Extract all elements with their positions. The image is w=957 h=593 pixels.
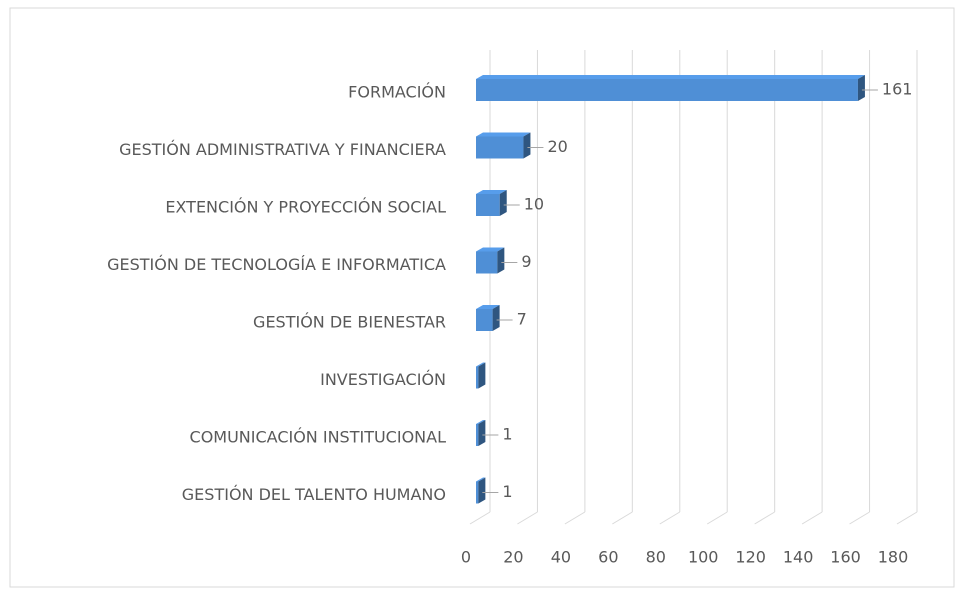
bar-front xyxy=(476,136,524,159)
bar xyxy=(476,362,486,389)
value-label: 1 xyxy=(502,425,512,444)
bar-top xyxy=(476,190,507,194)
bar xyxy=(476,477,486,504)
grid-floor-line xyxy=(801,511,823,525)
grid-floor-line xyxy=(896,511,918,525)
bar-front xyxy=(476,79,858,101)
value-label: 7 xyxy=(517,310,527,329)
x-tick-label: 0 xyxy=(461,548,471,567)
bar-front xyxy=(476,481,479,504)
bar-side xyxy=(523,132,531,159)
y-tick-label: GESTIÓN ADMINISTRATIVA Y FINANCIERA xyxy=(119,140,446,159)
y-tick-label: COMUNICACIÓN INSTITUCIONAL xyxy=(190,428,447,447)
bar xyxy=(476,75,865,101)
bar-side xyxy=(478,362,486,389)
x-tick-label: 80 xyxy=(646,548,666,567)
bar-side xyxy=(497,247,505,274)
bar-front xyxy=(476,251,498,274)
grid-floor-line xyxy=(564,511,586,525)
bar-top xyxy=(476,305,500,309)
value-label: 20 xyxy=(547,137,567,156)
bar xyxy=(476,247,505,274)
grid-floor-line xyxy=(706,511,728,525)
x-tick-label: 60 xyxy=(598,548,618,567)
bar-front xyxy=(476,194,500,216)
value-label: 10 xyxy=(524,195,544,214)
y-tick-label: EXTENCIÓN Y PROYECCIÓN SOCIAL xyxy=(165,198,446,217)
bar-top xyxy=(476,420,486,424)
value-label: 1 xyxy=(502,482,512,501)
x-tick-label: 120 xyxy=(735,548,766,567)
y-tick-label: FORMACIÓN xyxy=(348,83,446,102)
grid-floor-line xyxy=(517,511,538,525)
bar-side xyxy=(492,305,500,331)
y-tick-label: GESTIÓN DEL TALENTO HUMANO xyxy=(182,485,446,504)
x-tick-label: 180 xyxy=(878,548,909,567)
grid-floor-line xyxy=(754,511,775,525)
bar xyxy=(476,190,507,216)
bar-top xyxy=(476,75,865,79)
bar-top xyxy=(476,362,486,367)
bar-top xyxy=(476,247,505,252)
x-tick-label: 100 xyxy=(688,548,719,567)
x-tick-label: 40 xyxy=(551,548,571,567)
grid-floor-line xyxy=(612,511,633,525)
bar-front xyxy=(476,309,493,331)
grid-floor-line xyxy=(849,511,870,525)
y-tick-label: GESTIÓN DE TECNOLOGÍA E INFORMATICA xyxy=(107,255,446,274)
y-tick-label: GESTIÓN DE BIENESTAR xyxy=(253,313,446,332)
bar-front xyxy=(476,366,479,389)
bar xyxy=(476,420,486,446)
bar xyxy=(476,305,500,331)
x-tick-label: 20 xyxy=(503,548,523,567)
bar-side xyxy=(857,75,865,101)
bar-side xyxy=(499,190,507,216)
bar xyxy=(476,132,531,159)
bar-side xyxy=(478,420,486,446)
x-tick-label: 140 xyxy=(783,548,814,567)
x-tick-label: 160 xyxy=(830,548,861,567)
bar-side xyxy=(478,477,486,504)
value-label: 9 xyxy=(521,252,531,271)
bar-top xyxy=(476,477,486,482)
y-tick-label: INVESTIGACIÓN xyxy=(320,370,446,389)
grid-floor-line xyxy=(469,511,491,525)
bar-front xyxy=(476,424,479,446)
value-label: 161 xyxy=(882,80,913,99)
bar-top xyxy=(476,132,531,137)
grid-floor-line xyxy=(659,511,681,525)
